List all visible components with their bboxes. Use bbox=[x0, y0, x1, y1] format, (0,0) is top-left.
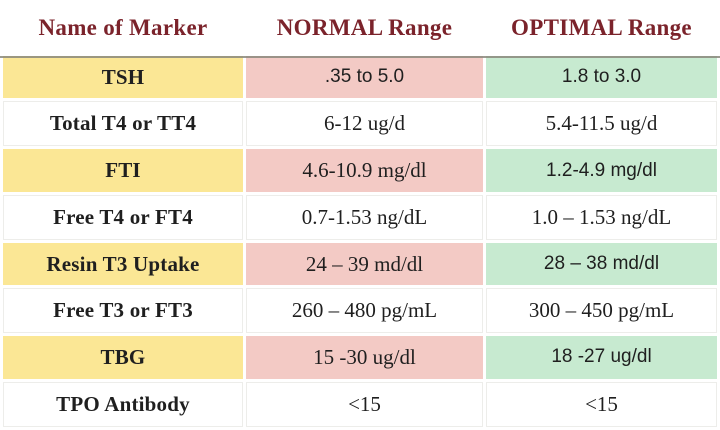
marker-name-cell: FTI bbox=[3, 149, 243, 192]
marker-name-cell: TBG bbox=[3, 336, 243, 379]
marker-name-cell: TSH bbox=[3, 56, 243, 99]
column-header-optimal-range: OPTIMAL Range bbox=[486, 3, 717, 53]
optimal-range-cell: 5.4-11.5 ug/d bbox=[486, 101, 717, 147]
table-body: TSH .35 to 5.0 1.8 to 3.0 Total T4 or TT4 6-… bbox=[3, 56, 717, 427]
optimal-range-cell: 1.0 – 1.53 ng/dL bbox=[486, 194, 717, 240]
table-row: TPO Antibody <15 <15 bbox=[3, 381, 717, 427]
table-row: FTI 4.6-10.9 mg/dl 1.2-4.9 mg/dl bbox=[3, 149, 717, 192]
marker-name-cell: Free T4 or FT4 bbox=[3, 194, 243, 240]
marker-name-cell: Resin T3 Uptake bbox=[3, 242, 243, 286]
table-row: Free T3 or FT3 260 – 480 pg/mL 300 – 450 p… bbox=[3, 288, 717, 334]
table-row: Free T4 or FT4 0.7-1.53 ng/dL 1.0 – 1.53 n… bbox=[3, 194, 717, 240]
marker-name-cell: Free T3 or FT3 bbox=[3, 288, 243, 334]
optimal-range-cell: 1.8 to 3.0 bbox=[486, 56, 717, 99]
normal-range-cell: <15 bbox=[246, 381, 483, 427]
optimal-range-cell: 300 – 450 pg/mL bbox=[486, 288, 717, 334]
marker-name-cell: TPO Antibody bbox=[3, 381, 243, 427]
table-row: TBG 15 -30 ug/dl 18 -27 ug/dl bbox=[3, 336, 717, 379]
optimal-range-cell: 18 -27 ug/dl bbox=[486, 336, 717, 379]
column-header-name-of-marker: Name of Marker bbox=[3, 3, 243, 53]
normal-range-cell: .35 to 5.0 bbox=[246, 56, 483, 99]
column-header-normal-range: NORMAL Range bbox=[246, 3, 483, 53]
normal-range-cell: 24 – 39 md/dl bbox=[246, 242, 483, 286]
table-row: TSH .35 to 5.0 1.8 to 3.0 bbox=[3, 56, 717, 99]
header-divider-line bbox=[0, 56, 720, 58]
marker-name-cell: Total T4 or TT4 bbox=[3, 101, 243, 147]
normal-range-cell: 260 – 480 pg/mL bbox=[246, 288, 483, 334]
normal-range-cell: 6-12 ug/d bbox=[246, 101, 483, 147]
table-row: Total T4 or TT4 6-12 ug/d 5.4-11.5 ug/d bbox=[3, 101, 717, 147]
table-row: Resin T3 Uptake 24 – 39 md/dl 28 – 38 md/d… bbox=[3, 242, 717, 286]
normal-range-cell: 4.6-10.9 mg/dl bbox=[246, 149, 483, 192]
optimal-range-cell: <15 bbox=[486, 381, 717, 427]
normal-range-cell: 15 -30 ug/dl bbox=[246, 336, 483, 379]
optimal-range-cell: 1.2-4.9 mg/dl bbox=[486, 149, 717, 192]
normal-range-cell: 0.7-1.53 ng/dL bbox=[246, 194, 483, 240]
header-row: Name of Marker NORMAL Range OPTIMAL Rang… bbox=[3, 3, 717, 53]
optimal-range-cell: 28 – 38 md/dl bbox=[486, 242, 717, 286]
